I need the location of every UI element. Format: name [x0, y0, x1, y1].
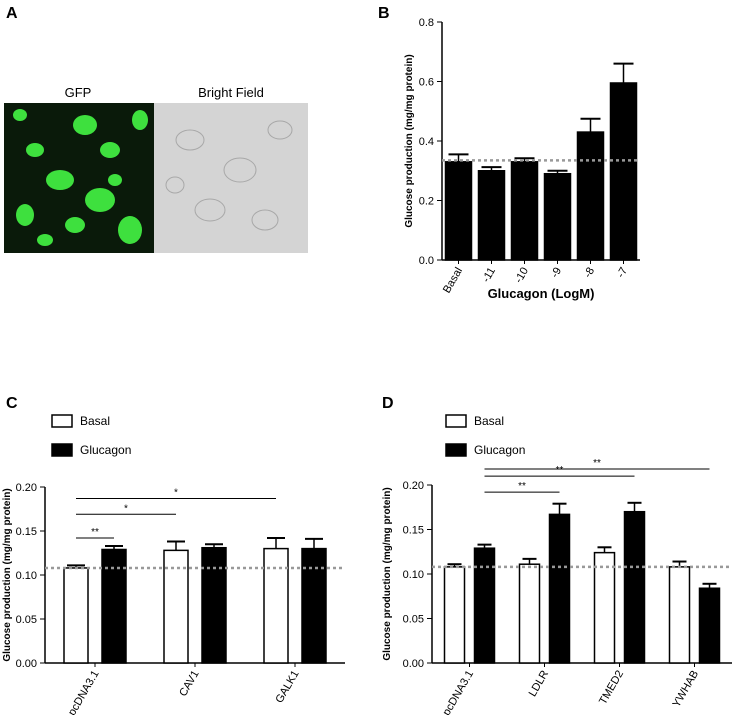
- y-tick-label: 0.0: [419, 255, 434, 267]
- y-tick-label: 0.20: [403, 480, 424, 492]
- bar: [101, 548, 127, 664]
- legend-label: Basal: [474, 414, 504, 428]
- legend-label: Glucagon: [80, 443, 131, 457]
- x-tick-label: pcDNA3.1: [66, 669, 101, 715]
- y-tick-label: 0.20: [16, 482, 37, 494]
- panel-label: A: [6, 5, 18, 22]
- image-label: Bright Field: [198, 85, 264, 100]
- x-tick-label: LDLR: [527, 668, 551, 698]
- significance-label: **: [91, 527, 99, 538]
- bar: [518, 563, 541, 664]
- bar: [443, 566, 466, 664]
- y-tick-label: 0.05: [403, 614, 424, 626]
- bar: [698, 587, 721, 664]
- bar: [63, 567, 89, 664]
- bar: [543, 172, 572, 261]
- panel-label: B: [378, 5, 390, 22]
- bar: [623, 510, 646, 664]
- bar: [201, 546, 227, 664]
- y-tick-label: 0.15: [403, 525, 424, 537]
- x-tick-label: -7: [615, 266, 630, 280]
- y-axis-label: Glucose production (mg/mg protein): [2, 488, 13, 661]
- bar: [548, 513, 571, 664]
- x-tick-label: Basal: [441, 266, 465, 296]
- panel-label: D: [382, 395, 394, 412]
- bar: [473, 547, 496, 664]
- x-tick-label: -8: [582, 266, 597, 280]
- x-tick-label: GALK1: [273, 669, 301, 706]
- image-label: GFP: [65, 85, 92, 100]
- legend-label: Glucagon: [474, 443, 525, 457]
- y-tick-label: 0.10: [403, 569, 424, 581]
- gfp-image: [4, 103, 154, 253]
- legend-swatch: [445, 443, 467, 457]
- bar: [609, 82, 638, 261]
- y-tick-label: 0.8: [419, 17, 434, 29]
- x-tick-label: -11: [480, 266, 498, 285]
- significance-label: **: [593, 458, 601, 469]
- x-tick-label: pcDNA3.1: [441, 669, 476, 715]
- bar: [576, 131, 605, 261]
- y-tick-label: 0.05: [16, 614, 37, 626]
- x-tick-label: TMED2: [597, 669, 626, 707]
- bright-field-image: [154, 103, 308, 253]
- significance-label: *: [124, 503, 128, 514]
- x-tick-label: -10: [513, 266, 531, 286]
- bar: [301, 547, 327, 664]
- y-tick-label: 0.15: [16, 526, 37, 538]
- x-tick-label: CAV1: [177, 669, 201, 699]
- legend-swatch: [51, 443, 73, 457]
- y-tick-label: 0.10: [16, 570, 37, 582]
- legend-swatch: [445, 414, 467, 428]
- y-tick-label: 0.00: [16, 658, 37, 670]
- legend-label: Basal: [80, 414, 110, 428]
- panel-label: C: [6, 395, 18, 412]
- y-tick-label: 0.6: [419, 77, 434, 89]
- x-tick-label: -9: [549, 266, 564, 280]
- y-axis-label: Glucose production (mg/mg protein): [382, 487, 393, 660]
- x-axis-label: Glucagon (LogM): [488, 286, 595, 301]
- y-tick-label: 0.00: [403, 658, 424, 670]
- y-tick-label: 0.4: [419, 136, 434, 148]
- significance-label: *: [174, 487, 178, 498]
- significance-label: **: [518, 481, 526, 492]
- bar: [510, 161, 539, 261]
- significance-label: **: [556, 465, 564, 476]
- bar: [263, 547, 289, 664]
- bar: [668, 566, 691, 664]
- bar: [477, 170, 506, 261]
- y-axis-label: Glucose production (mg/mg protein): [404, 54, 415, 227]
- bar: [593, 551, 616, 664]
- bar: [444, 161, 473, 261]
- y-tick-label: 0.2: [419, 196, 434, 208]
- x-tick-label: YWHAB: [671, 669, 702, 710]
- legend-swatch: [51, 414, 73, 428]
